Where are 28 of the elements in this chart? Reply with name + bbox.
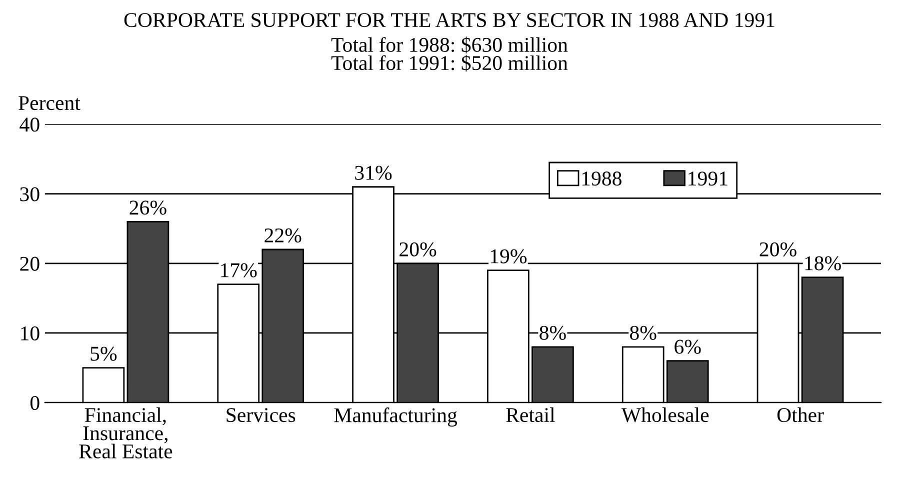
data-label: 8% — [540, 326, 566, 340]
data-label: 20% — [760, 242, 796, 256]
x-tick-label: Retail — [506, 407, 555, 422]
y-tick-label: 40 — [20, 118, 40, 132]
y-tick-label: 10 — [21, 326, 40, 340]
data-label: 18% — [805, 256, 841, 270]
y-tick-label: 0 — [30, 396, 40, 410]
data-label: 17% — [221, 263, 257, 278]
data-label: 8% — [630, 326, 656, 340]
data-label: 26% — [130, 200, 166, 215]
x-tick-label: Services — [226, 408, 296, 422]
data-label: 31% — [355, 166, 392, 180]
y-axis-title: Percent — [18, 96, 80, 110]
x-tick-label: Wholesale — [621, 407, 709, 422]
y-tick-label: 20 — [20, 256, 40, 271]
x-tick-label: Financial, Insurance, Real Estate — [79, 407, 172, 458]
x-tick-label: Manufacturing — [334, 407, 458, 427]
chart-subtitle: Total for 1988: $630 million Total for 1991: $520 million — [331, 36, 568, 72]
y-tick-label: 30 — [20, 187, 40, 202]
data-label: 5% — [90, 346, 117, 361]
legend-label: 1991 — [688, 172, 728, 186]
data-label: 20% — [400, 242, 436, 256]
data-label: 19% — [490, 249, 527, 264]
x-tick-label: Other — [777, 407, 824, 422]
data-label: 6% — [674, 340, 701, 354]
data-label: 22% — [264, 228, 302, 243]
chart-title: CORPORATE SUPPORT FOR THE ARTS BY SECTOR IN 1988 AND 1991 — [124, 13, 774, 28]
legend-label: 1988 — [582, 172, 622, 186]
